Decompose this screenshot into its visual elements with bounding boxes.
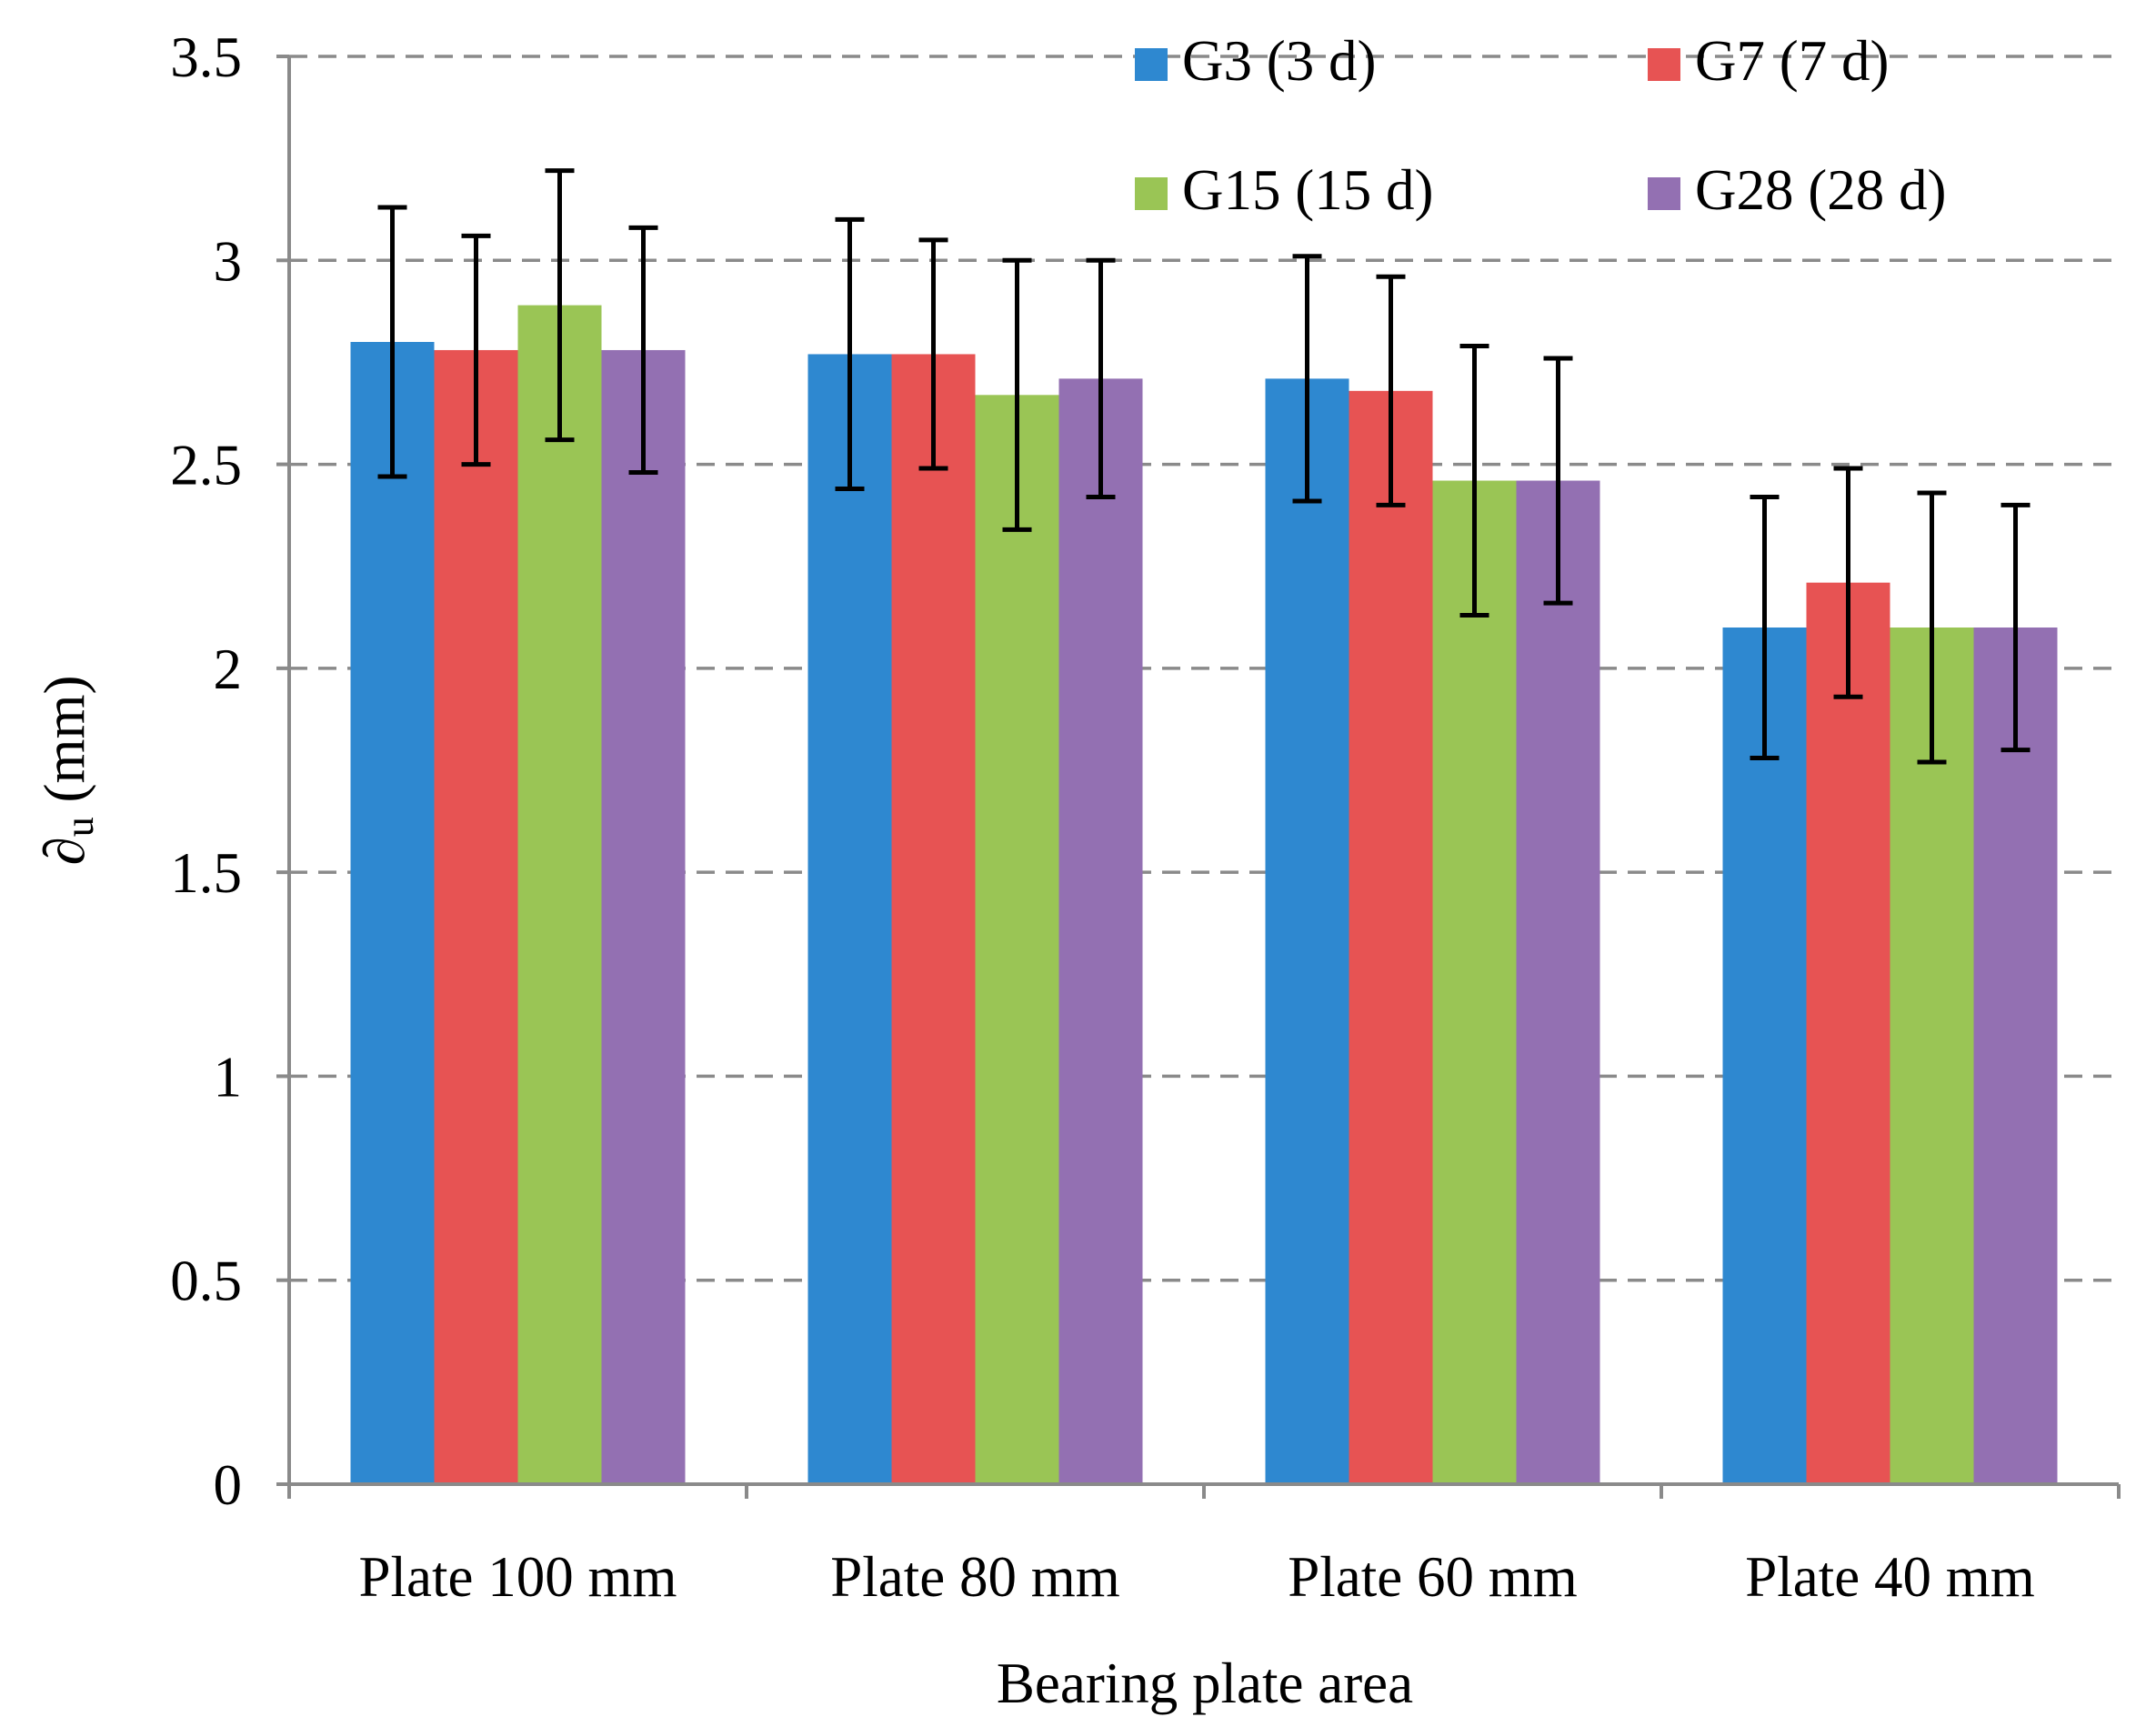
bar	[1516, 480, 1600, 1484]
bar	[1973, 628, 2058, 1484]
bars	[350, 305, 2058, 1485]
bar	[807, 354, 892, 1484]
bar	[891, 354, 976, 1484]
x-axis-title: Bearing plate area	[997, 1652, 1413, 1715]
legend-label: G3 (3 d)	[1182, 29, 1376, 93]
bar	[517, 305, 602, 1485]
bar	[1432, 480, 1517, 1484]
y-tick-label: 2.5	[170, 434, 242, 497]
y-axis-title: ∂u (mm)	[33, 676, 102, 866]
y-tick-label: 3	[214, 229, 243, 293]
x-tick-label: Plate 80 mm	[830, 1545, 1119, 1609]
y-axis-subscript: u	[57, 817, 102, 837]
legend-swatch	[1135, 48, 1168, 81]
legend-swatch	[1135, 177, 1168, 210]
y-tick-labels: 0 0.5 1 1.5 2 2.5 3 3.5	[170, 25, 289, 1517]
x-tick-label: Plate 100 mm	[359, 1545, 677, 1609]
error-bars	[377, 168, 2031, 765]
bar	[1265, 378, 1349, 1484]
legend-label: G28 (28 d)	[1695, 158, 1946, 222]
bar	[434, 349, 518, 1484]
bar	[1722, 628, 1807, 1484]
y-tick-label: 0	[214, 1453, 243, 1517]
bar	[1806, 582, 1890, 1484]
legend-label: G7 (7 d)	[1695, 29, 1889, 93]
y-tick-label: 0.5	[170, 1250, 242, 1313]
legend-label: G15 (15 d)	[1182, 158, 1433, 222]
bar	[1349, 390, 1433, 1484]
bar	[350, 342, 435, 1484]
x-tick-label: Plate 40 mm	[1745, 1545, 2034, 1609]
y-tick-label: 3.5	[170, 25, 242, 89]
y-axis-symbol: ∂	[33, 837, 96, 865]
legend: G3 (3 d) G7 (7 d) G15 (15 d) G28 (28 d)	[1135, 29, 1946, 222]
y-tick-label: 1.5	[170, 841, 242, 905]
bar	[975, 395, 1059, 1484]
bar	[1058, 378, 1143, 1484]
y-tick-label: 2	[214, 638, 243, 701]
y-tick-label: 1	[214, 1045, 243, 1109]
y-axis-unit: (mm)	[33, 676, 96, 818]
legend-swatch	[1648, 177, 1680, 210]
x-tick-label: Plate 60 mm	[1288, 1545, 1577, 1609]
legend-swatch	[1648, 48, 1680, 81]
bar	[601, 349, 686, 1484]
x-tick-labels: Plate 100 mm Plate 80 mm Plate 60 mm Plate …	[287, 1484, 2121, 1609]
bar	[1890, 628, 1974, 1484]
